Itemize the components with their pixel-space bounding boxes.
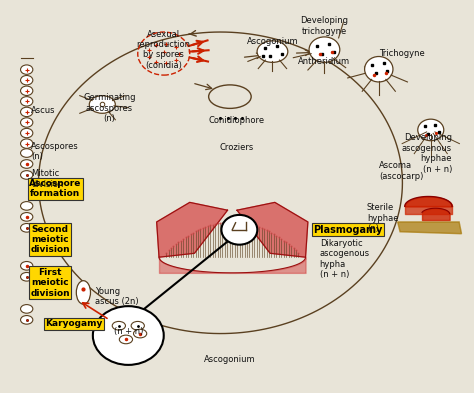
Ellipse shape <box>20 171 33 179</box>
Polygon shape <box>398 222 462 234</box>
Polygon shape <box>156 202 228 257</box>
Text: Ascospores
(n): Ascospores (n) <box>31 142 79 161</box>
Ellipse shape <box>20 224 33 232</box>
Ellipse shape <box>20 261 33 270</box>
Text: Ascoma
(ascocarp): Ascoma (ascocarp) <box>379 162 423 181</box>
Ellipse shape <box>20 139 33 148</box>
Text: Croziers: Croziers <box>220 143 254 152</box>
Text: Karyogamy: Karyogamy <box>45 319 103 328</box>
Ellipse shape <box>257 41 288 62</box>
Ellipse shape <box>134 329 147 338</box>
Text: Ascospore
formation: Ascospore formation <box>29 179 81 198</box>
Polygon shape <box>237 202 308 257</box>
Text: Sterile
hyphae
(n): Sterile hyphae (n) <box>367 203 399 233</box>
Ellipse shape <box>20 202 33 210</box>
Text: Mitotic
division: Mitotic division <box>31 169 64 189</box>
Text: Asexual
reproduction
by spores
(conidia): Asexual reproduction by spores (conidia) <box>137 29 191 70</box>
Text: Germinating
ascospores
(n): Germinating ascospores (n) <box>83 94 136 123</box>
Ellipse shape <box>20 65 33 74</box>
Text: Ascogonium: Ascogonium <box>204 354 256 364</box>
Ellipse shape <box>76 281 91 304</box>
Ellipse shape <box>20 118 33 127</box>
Ellipse shape <box>418 119 444 141</box>
Ellipse shape <box>20 160 33 168</box>
Text: Ascus: Ascus <box>31 106 56 115</box>
Text: Developing
ascogenous
hyphae
(n + n): Developing ascogenous hyphae (n + n) <box>402 133 452 174</box>
Circle shape <box>93 306 164 365</box>
Text: Dikaryotic
ascogenous
hypha
(n + n): Dikaryotic ascogenous hypha (n + n) <box>319 239 370 279</box>
Ellipse shape <box>20 97 33 106</box>
Ellipse shape <box>20 272 33 281</box>
Ellipse shape <box>89 95 115 113</box>
Ellipse shape <box>131 321 145 330</box>
Text: Young
ascus (2n): Young ascus (2n) <box>95 286 139 306</box>
Ellipse shape <box>20 107 33 117</box>
Ellipse shape <box>365 57 393 82</box>
Text: Developing
trichogyne: Developing trichogyne <box>301 17 348 36</box>
Text: Antheridium: Antheridium <box>298 57 350 66</box>
Text: Conidiophore: Conidiophore <box>209 116 265 125</box>
Text: First
meiotic
division: First meiotic division <box>30 268 70 298</box>
Text: Plasmogamy: Plasmogamy <box>313 225 383 235</box>
Text: Ascogonium: Ascogonium <box>246 37 298 46</box>
Text: Second
meiotic
division: Second meiotic division <box>30 225 70 255</box>
Polygon shape <box>398 222 462 234</box>
Ellipse shape <box>20 149 33 157</box>
Text: (n + n): (n + n) <box>114 327 143 336</box>
Ellipse shape <box>20 305 33 313</box>
Ellipse shape <box>119 335 133 344</box>
Ellipse shape <box>20 86 33 95</box>
Circle shape <box>221 215 257 245</box>
Ellipse shape <box>20 213 33 221</box>
Ellipse shape <box>20 75 33 85</box>
Ellipse shape <box>20 316 33 324</box>
Ellipse shape <box>112 321 126 330</box>
Ellipse shape <box>309 37 340 62</box>
Text: Trichogyne: Trichogyne <box>379 49 425 58</box>
Ellipse shape <box>20 129 33 138</box>
